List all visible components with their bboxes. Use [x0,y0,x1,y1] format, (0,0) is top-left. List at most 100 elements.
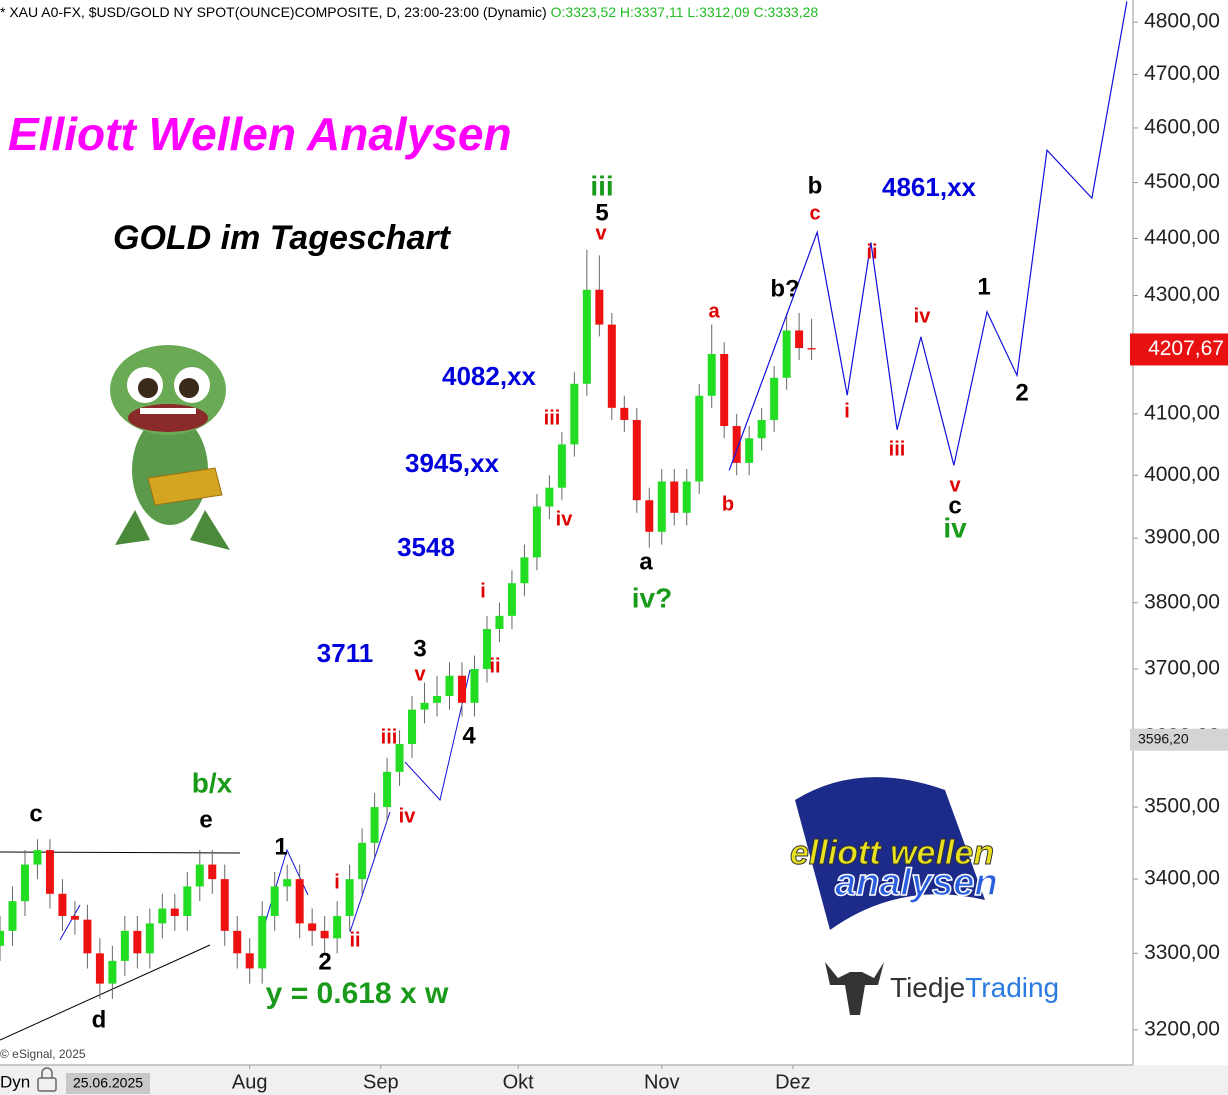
wave-label: 2 [318,948,331,975]
candle-body [632,419,641,501]
candle-body [170,908,179,916]
wave-label: a [639,548,653,575]
candle-body [520,557,529,584]
wave-label: 4 [462,722,476,749]
candle-body [695,395,704,482]
candle-body [320,930,329,939]
x-axis-strip [0,1065,1228,1095]
candle-body [582,289,591,384]
candle-body [195,864,204,887]
candle-body [570,383,579,445]
wave-label: 4082,xx [442,361,537,391]
y-tick-label: 3800,00 [1144,590,1220,613]
lock-icon [37,1067,57,1092]
price-label-box [1130,728,1228,751]
y-tick-label: 4600,00 [1144,115,1220,138]
mascot [110,345,230,550]
candle-body [70,915,79,920]
candle-body [532,506,541,558]
candle-body [745,438,754,463]
count-line [404,669,471,802]
wave-label: iii [590,170,613,201]
wave-label: iv [914,305,932,327]
wave-label: v [414,663,426,685]
candle-body [433,696,442,703]
y-tick-label: 3200,00 [1144,1017,1220,1040]
y-tick-label: 3400,00 [1144,867,1220,890]
wave-label: d [92,1006,107,1033]
wave-label: ii [349,929,360,951]
candle-body [807,348,816,350]
wave-label: c [809,202,820,224]
candle-body [0,930,4,946]
wave-label: 3 [413,635,426,662]
candle-body [358,842,367,880]
logo-text-top: elliott wellen [790,834,994,872]
tiedje-logo: TiedjeTrading [825,962,1059,1015]
candle-body [83,919,92,954]
candle-body [383,771,392,808]
wave-label: v [949,474,961,496]
candle-body [445,675,454,697]
x-tick-label: Okt [503,1071,535,1093]
y-tick-label: 4400,00 [1144,226,1220,249]
candle-body [370,807,379,843]
wave-label: b [808,172,823,199]
wave-label: c [948,492,961,519]
annotations: 4082,xx3945,xx354837114861,xxiii5vbciiiv… [29,170,1028,1033]
candle-body [470,669,479,703]
candle-body [782,330,791,378]
candle-body [395,744,404,772]
candle-body [145,923,154,954]
wave-label: 2 [1015,379,1028,406]
candle-body [283,879,292,887]
wave-label: b [722,493,734,515]
candle-body [258,915,267,969]
candle-body [183,886,192,916]
candle-body [308,923,317,931]
wave-label: 1 [274,833,287,860]
wave-label: y = 0.618 x w [266,977,449,1010]
wave-label: 3548 [397,532,455,562]
wave-label: iv? [632,582,672,613]
wave-label: iv [556,508,574,530]
logo-brand-b: Trading [965,972,1059,1003]
wave-label: ii [866,241,877,263]
candle-body [333,915,342,939]
projection-line [728,1,1128,471]
candle-body [295,879,304,924]
candle-body [645,500,654,532]
axes: 3200,003300,003400,003500,003600,003700,… [232,10,1228,1093]
candle-body [770,377,779,420]
candle-body [682,481,691,513]
candle-body [58,893,67,916]
price-label: 4207,67 [1148,337,1224,360]
y-tick-label: 4700,00 [1144,62,1220,85]
candle-body [595,289,604,325]
logo-brand-a: Tiedje [890,972,965,1003]
y-tick-label: 4000,00 [1144,463,1220,486]
candle-body [495,615,504,630]
wave-label: 1 [977,273,990,300]
logo-text-bottom: analysen [835,862,998,904]
candle-body [720,354,729,427]
y-tick-label: 4300,00 [1144,283,1220,306]
candle-body [345,879,354,916]
cursor-date: 25.06.2025 [73,1075,143,1091]
candle-body [8,901,17,931]
range-label: Dyn [0,1072,30,1091]
wave-label: v [595,222,607,244]
ew-logo: elliott wellen analysen [790,777,998,930]
chart-subtitle: GOLD im Tageschart [113,219,452,257]
lock-body [37,1077,57,1092]
chart-title: Elliott Wellen Analysen [8,108,512,160]
y-tick-label: 3500,00 [1144,795,1220,818]
y-tick-label: 4800,00 [1144,10,1220,33]
triangle-lower [0,944,211,1041]
count-line [349,811,391,933]
wave-label: i [480,580,486,602]
mascot-teeth [140,408,196,414]
candle-body [557,444,566,488]
price-label: 3596,20 [1138,730,1189,746]
